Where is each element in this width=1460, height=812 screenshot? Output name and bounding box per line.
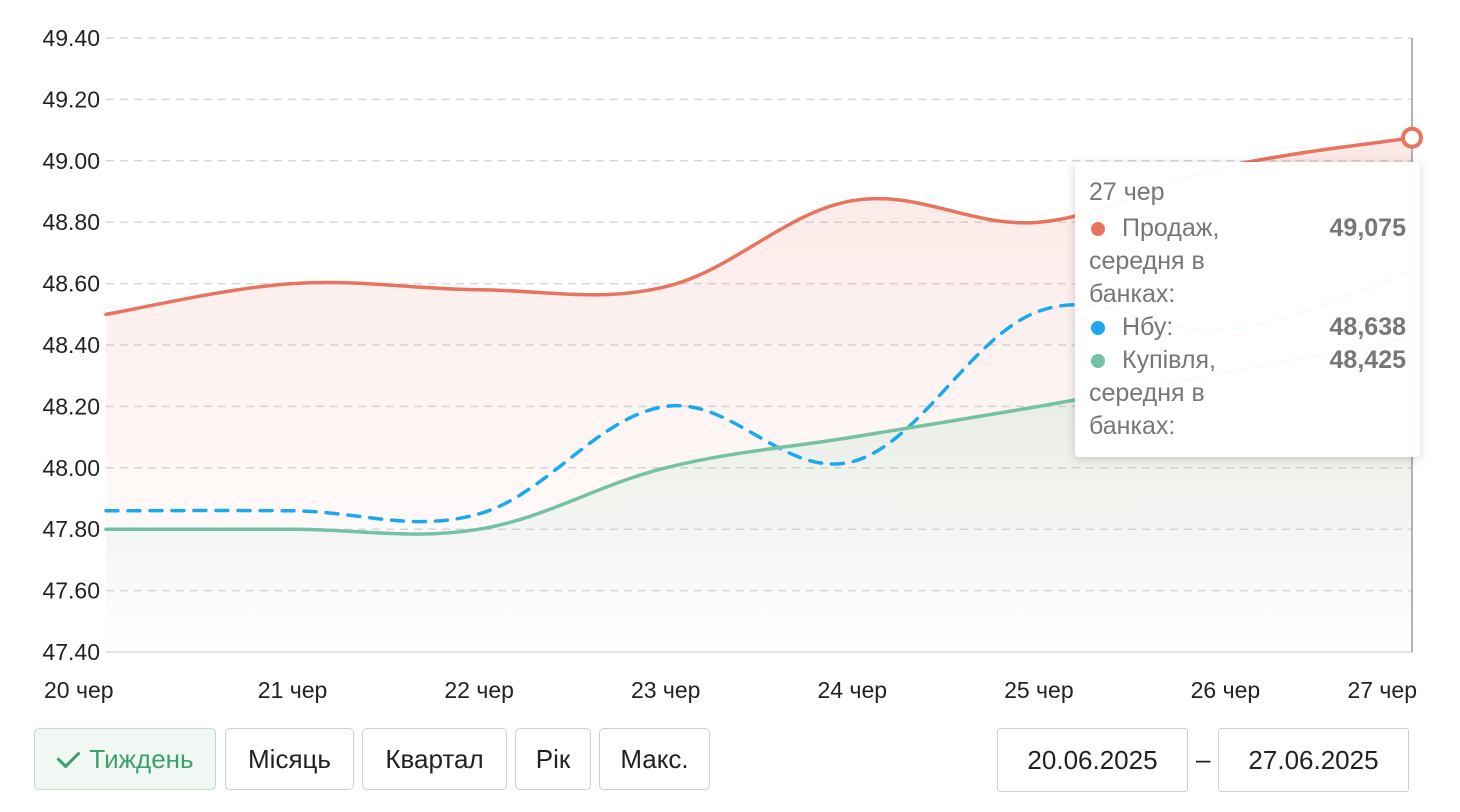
x-tick-label: 23 чер xyxy=(631,677,701,703)
range-week-button[interactable]: Тиждень xyxy=(34,728,216,790)
y-tick-label: 48.80 xyxy=(42,209,100,235)
range-max-button[interactable]: Макс. xyxy=(599,728,710,790)
y-tick-label: 48.00 xyxy=(42,455,100,481)
date-from-input[interactable]: 20.06.2025 xyxy=(997,728,1188,792)
tooltip-row-buy: Купівля, 48,425 xyxy=(1089,344,1406,377)
tooltip-buy-label-line3: банках: xyxy=(1089,412,1176,440)
tooltip-buy-label-line2: середня в xyxy=(1089,379,1205,407)
tooltip-row-nbu: Нбу: 48,638 xyxy=(1089,311,1406,344)
y-tick-label: 49.40 xyxy=(42,25,100,51)
x-tick-label: 22 чер xyxy=(444,677,514,703)
nbu-series-dot xyxy=(1091,321,1105,335)
chart-tooltip: 27 чер Продаж, 49,075 середня в банках: … xyxy=(1075,162,1420,457)
tooltip-date: 27 чер xyxy=(1089,178,1165,206)
y-tick-label: 49.00 xyxy=(42,148,100,174)
range-quarter-button[interactable]: Квартал xyxy=(362,728,507,790)
range-month-label: Місяць xyxy=(248,743,331,774)
tooltip-row-sell: Продаж, 49,075 xyxy=(1089,212,1406,245)
range-max-label: Макс. xyxy=(620,743,689,774)
hover-point-marker xyxy=(1401,126,1423,149)
x-tick-label: 26 чер xyxy=(1191,677,1261,703)
tooltip-sell-value: 49,075 xyxy=(1329,214,1406,242)
x-tick-label: 21 чер xyxy=(258,677,328,703)
tooltip-sell-label-line3: банках: xyxy=(1089,280,1176,308)
date-to-input[interactable]: 27.06.2025 xyxy=(1218,728,1409,792)
tooltip-nbu-value: 48,638 xyxy=(1329,313,1406,341)
tooltip-buy-value: 48,425 xyxy=(1329,346,1406,374)
sell-series-dot xyxy=(1091,222,1105,236)
x-tick-label: 25 чер xyxy=(1004,677,1074,703)
range-week-label: Тиждень xyxy=(89,743,194,774)
tooltip-sell-label-line2: середня в xyxy=(1089,247,1205,275)
x-tick-label: 24 чер xyxy=(818,677,888,703)
date-to-value: 27.06.2025 xyxy=(1248,744,1379,775)
range-year-button[interactable]: Рік xyxy=(515,728,591,790)
range-year-label: Рік xyxy=(535,743,571,774)
date-from-value: 20.06.2025 xyxy=(1027,744,1158,775)
x-tick-label: 27 чер xyxy=(1347,677,1417,703)
buy-series-dot xyxy=(1091,354,1105,368)
y-tick-label: 47.80 xyxy=(42,516,100,542)
tooltip-buy-label: Купівля, xyxy=(1122,346,1216,374)
x-tick-label: 20 чер xyxy=(44,677,114,703)
y-tick-label: 48.40 xyxy=(42,332,100,358)
tooltip-nbu-label: Нбу: xyxy=(1122,313,1174,341)
y-tick-label: 49.20 xyxy=(42,86,100,112)
date-range-separator: – xyxy=(1196,744,1211,774)
checkmark-icon xyxy=(56,743,81,769)
y-tick-label: 47.60 xyxy=(42,578,100,604)
range-month-button[interactable]: Місяць xyxy=(225,728,354,790)
range-quarter-label: Квартал xyxy=(385,743,484,774)
y-tick-label: 47.40 xyxy=(42,639,100,665)
y-tick-label: 48.20 xyxy=(42,393,100,419)
y-tick-label: 48.60 xyxy=(42,271,100,297)
tooltip-sell-label: Продаж, xyxy=(1122,214,1220,242)
